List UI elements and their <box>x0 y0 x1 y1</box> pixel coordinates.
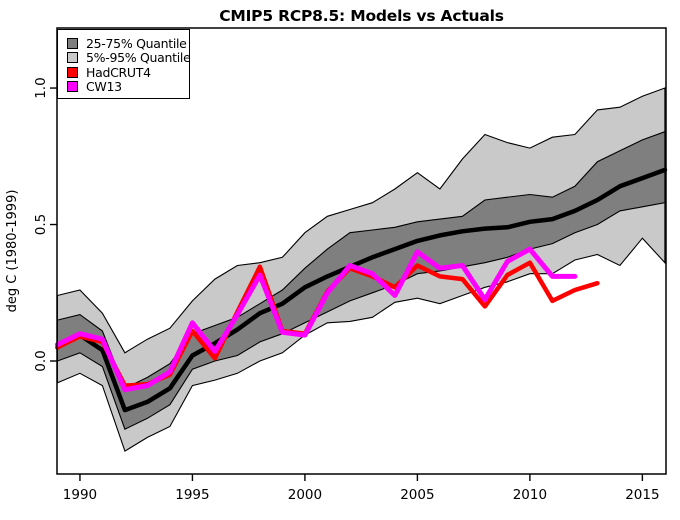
cw13-line <box>54 246 578 393</box>
y-axis-tick-label: 1.0 <box>33 77 49 98</box>
y-axis-tick-label: 0.5 <box>33 214 49 235</box>
legend-item-band-5-95: 5%-95% Quantile <box>58 50 191 66</box>
y-axis-tick-label: 0.0 <box>33 350 49 371</box>
legend-label-band-5-95: 5%-95% Quantile <box>86 50 191 66</box>
model-median-line <box>55 167 668 413</box>
legend-swatch-band-25-75 <box>67 37 78 49</box>
chart-title: CMIP5 RCP8.5: Models vs Actuals <box>219 7 504 25</box>
x-axis-tick-label: 1990 <box>63 487 97 503</box>
legend-label-cw13: CW13 <box>86 79 122 95</box>
x-axis-tick-label: 1995 <box>175 487 209 503</box>
legend-item-band-25-75: 25-75% Quantile <box>58 36 189 51</box>
legend-item-hadcrut4: HadCRUT4 <box>58 65 189 80</box>
legend-swatch-cw13 <box>67 81 78 93</box>
y-axis-title: deg C (1980-1999) <box>5 190 20 313</box>
legend-item-cw13: CW13 <box>58 79 189 95</box>
x-axis-tick-label: 2010 <box>513 487 547 503</box>
legend-label-band-25-75: 25-75% Quantile <box>86 35 187 51</box>
x-axis-tick-label: 2015 <box>625 487 659 503</box>
x-axis-tick-label: 2005 <box>400 487 434 503</box>
plot-border <box>56 27 667 475</box>
legend-swatch-band-5-95 <box>67 52 78 64</box>
legend-label-hadcrut4: HadCRUT4 <box>86 64 151 80</box>
x-axis-tick-label: 2000 <box>288 487 322 503</box>
legend-swatch-hadcrut4 <box>67 66 78 78</box>
legend: 25-75% Quantile 5%-95% Quantile HadCRUT4 CW… <box>57 29 191 99</box>
